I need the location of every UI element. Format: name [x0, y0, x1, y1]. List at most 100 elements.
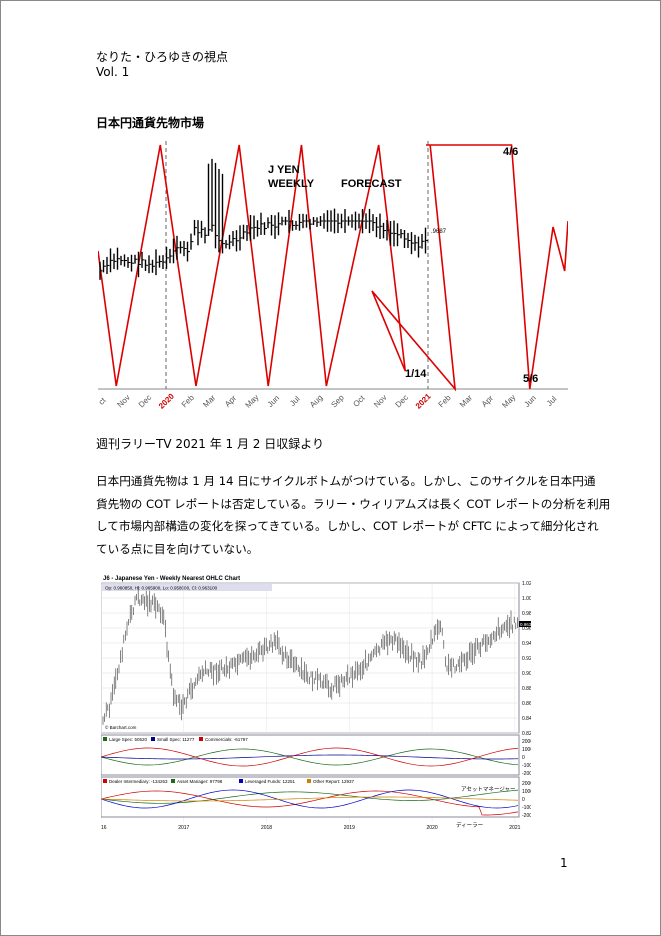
price-label: 0.900000 — [522, 671, 531, 677]
note: アセットマネージャー — [461, 786, 516, 793]
price-label: 0.960000 — [522, 626, 531, 632]
axis-label: -200000 — [522, 771, 531, 777]
x-label: May — [244, 393, 261, 410]
x-label: 2017 — [178, 825, 189, 831]
cot-line — [101, 790, 519, 816]
last-box — [519, 621, 531, 627]
x-label: Jul — [288, 394, 302, 408]
axis-label: 0 — [522, 797, 525, 803]
x-label: Jun — [266, 393, 281, 408]
cot-line — [101, 748, 519, 766]
axis-label: -100000 — [522, 805, 531, 811]
x-label: Jul — [545, 394, 559, 408]
x-label: Dec — [137, 393, 153, 409]
legend-text: Small Spec: 11277 — [157, 737, 195, 742]
legend-swatch — [171, 779, 175, 783]
legend-swatch — [199, 737, 203, 741]
legend-text: Asset Manager: 97798 — [177, 779, 223, 784]
header-title: なりた・ひろゆきの視点 — [96, 50, 229, 64]
page-number: 1 — [560, 856, 568, 870]
x-label: May — [500, 393, 517, 410]
price-label: 1.000000 — [522, 596, 531, 602]
x-label: Mar — [201, 393, 217, 409]
x-label: Oct — [351, 393, 367, 409]
x-label: Feb — [180, 393, 197, 410]
price-label: 1.020000 — [522, 581, 531, 587]
x-label: Apr — [480, 393, 495, 408]
forecast-title: WEEKLY — [268, 178, 315, 190]
x-label: Feb — [437, 393, 454, 410]
annotation: 5/6 — [523, 373, 538, 385]
price-label: 0.980000 — [522, 611, 531, 617]
axis-label: -100000 — [522, 763, 531, 769]
axis-label: 200000 — [522, 781, 531, 787]
caption: 週刊ラリーTV 2021 年 1 月 2 日収録より — [96, 437, 324, 451]
forecast-title: FORECAST — [341, 178, 402, 190]
annotation: 1/14 — [405, 368, 427, 380]
price-label: 0.820000 — [522, 731, 531, 737]
cot-line — [101, 747, 519, 767]
legend-swatch — [103, 779, 107, 783]
cot-line — [101, 789, 519, 804]
ohlc-text: Op: 0.960850, Hi: 0.965900, Lo: 0.958000… — [105, 586, 218, 591]
x-label: Mar — [458, 393, 474, 409]
chart-title: J6 - Japanese Yen - Weekly Nearest OHLC … — [103, 576, 240, 582]
price-label: 0.840000 — [522, 716, 531, 722]
axis-label: 100000 — [522, 789, 531, 795]
price-label: 0.860000 — [522, 701, 531, 707]
legend-text: Commercials: -61797 — [205, 737, 248, 742]
figure-cot: J6 - Japanese Yen - Weekly Nearest OHLC … — [101, 576, 531, 831]
axis-label: 200000 — [522, 739, 531, 745]
cot-line — [101, 789, 519, 809]
plot-bg — [98, 141, 568, 389]
cot-line — [101, 796, 519, 802]
price-label: .9687 — [431, 229, 447, 235]
annotation: 4/6 — [503, 146, 518, 158]
axis-label: -200000 — [522, 813, 531, 819]
x-label: 2021 — [509, 825, 520, 831]
panel — [101, 776, 520, 818]
paragraph-line: ている点に目を向けていない。 — [96, 541, 259, 556]
x-label: ct — [98, 395, 108, 406]
price-label: 0.940000 — [522, 641, 531, 647]
x-label: 2018 — [261, 825, 272, 831]
figure-forecast: J YEN WEEKLY FORECAST 4/6 1/14 5/6 .9687 ct Nov D… — [98, 141, 568, 411]
x-label: Nov — [115, 393, 131, 409]
legend-text: Dealer Intermediary: -134263 — [109, 779, 168, 784]
x-label: Sep — [329, 393, 346, 410]
credit: © Barchart.com — [105, 724, 137, 730]
x-label: 2020 — [157, 391, 176, 410]
x-label: 2016 — [101, 825, 107, 831]
x-label: Aug — [308, 393, 324, 409]
legend-swatch — [307, 779, 311, 783]
x-label: Apr — [223, 393, 238, 408]
x-label: Dec — [394, 393, 410, 409]
legend-text: Leveraged Funds: 12251 — [245, 779, 296, 784]
note: ディーラー — [456, 821, 483, 829]
heading: 日本円通貨先物市場 — [96, 116, 205, 130]
header-volume: Vol. 1 — [96, 65, 130, 79]
axis-label: 100000 — [522, 747, 531, 753]
axis-label: 0 — [522, 755, 525, 761]
x-label: Jun — [522, 393, 537, 408]
price-label: 0.920000 — [522, 656, 531, 662]
paragraph-line: 貨先物の COT レポートは否定している。ラリー・ウィリアムズは長く COT レ… — [96, 496, 611, 511]
last-price: 0.963100 — [520, 622, 531, 627]
price-label: 0.880000 — [522, 686, 531, 692]
x-label: 2021 — [414, 391, 433, 410]
legend-swatch — [103, 737, 107, 741]
legend-swatch — [151, 737, 155, 741]
cot-line — [101, 754, 519, 760]
paragraph-line: して市場内部構造の変化を探ってきている。しかし、COT レポートが CFTC に… — [96, 519, 599, 533]
ohlc-box — [102, 584, 272, 591]
forecast-title: J YEN — [268, 164, 300, 176]
legend-text: Other Report: 12937 — [313, 779, 355, 784]
x-label: 2020 — [427, 825, 438, 831]
legend-text: Large Spec: 50520 — [109, 737, 148, 742]
paragraph-line: 日本円通貨先物は 1 月 14 日にサイクルボトムがつけている。しかし、このサイ… — [96, 474, 596, 488]
cycle-line — [98, 144, 568, 392]
legend-swatch — [239, 779, 243, 783]
x-label: 2019 — [344, 825, 355, 831]
x-label: Nov — [372, 393, 388, 409]
